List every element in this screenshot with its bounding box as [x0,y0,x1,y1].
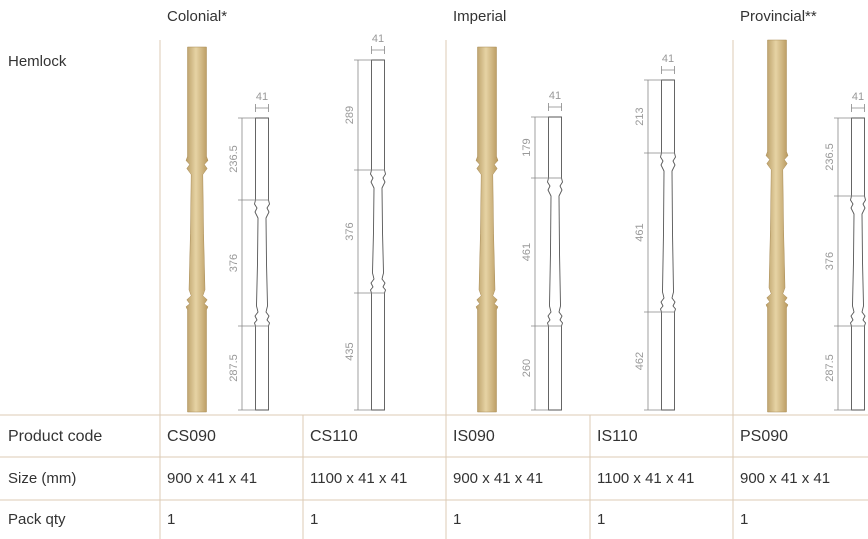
width-label: 41 [662,53,674,65]
dimension-label: 376 [228,254,240,272]
table-cell: CS110 [310,428,358,445]
table-cell: 1 [453,511,461,528]
table-cell: 900 x 41 x 41 [453,470,543,487]
table-cell: 1100 x 41 x 41 [597,470,694,487]
width-label: 41 [852,91,864,103]
dimension-label: 376 [344,222,356,240]
width-dimension [661,66,675,74]
dimension-label: 236.5 [228,145,240,173]
baluster-photo [185,46,209,413]
dimension-label: 236.5 [824,143,836,171]
group-heading: Provincial** [740,8,817,25]
baluster-photo [475,46,499,413]
baluster-photo [765,39,789,413]
table-cell: IS090 [453,428,495,445]
table-cell: 900 x 41 x 41 [740,470,830,487]
dimension-label: 376 [824,252,836,270]
table-cell: 1 [167,511,175,528]
dimension-label: 435 [344,342,356,360]
width-label: 41 [372,33,384,45]
table-cell: 1 [310,511,318,528]
row-label: Product code [8,428,102,445]
baluster-drawing [849,117,867,411]
table-cell: IS110 [597,428,638,445]
group-heading: Imperial [453,8,506,25]
table-cell: 1100 x 41 x 41 [310,470,407,487]
baluster-drawing [546,116,564,411]
baluster-drawing [659,79,677,411]
width-dimension [548,103,562,111]
table-cell: 1 [597,511,605,528]
baluster-drawing [369,59,387,411]
width-dimension [371,46,385,54]
table-cell: 900 x 41 x 41 [167,470,257,487]
row-label: Size (mm) [8,470,76,487]
row-label: Pack qty [8,511,66,528]
width-dimension [255,104,269,112]
width-label: 41 [549,90,561,102]
dimension-label: 213 [634,107,646,125]
width-label: 41 [256,91,268,103]
dimension-label: 260 [521,359,533,377]
dimension-label: 287.5 [824,354,836,382]
dimension-label: 179 [521,138,533,156]
dimension-label: 289 [344,106,356,124]
dimension-label: 461 [634,223,646,241]
group-heading: Colonial* [167,8,227,25]
width-dimension [851,104,865,112]
table-cell: CS090 [167,428,216,445]
baluster-drawing [253,117,271,411]
dimension-label: 287.5 [228,354,240,382]
dimension-label: 461 [521,243,533,261]
dimension-label: 462 [634,352,646,370]
table-cell: 1 [740,511,748,528]
table-cell: PS090 [740,428,788,445]
species-label: Hemlock [8,53,67,70]
